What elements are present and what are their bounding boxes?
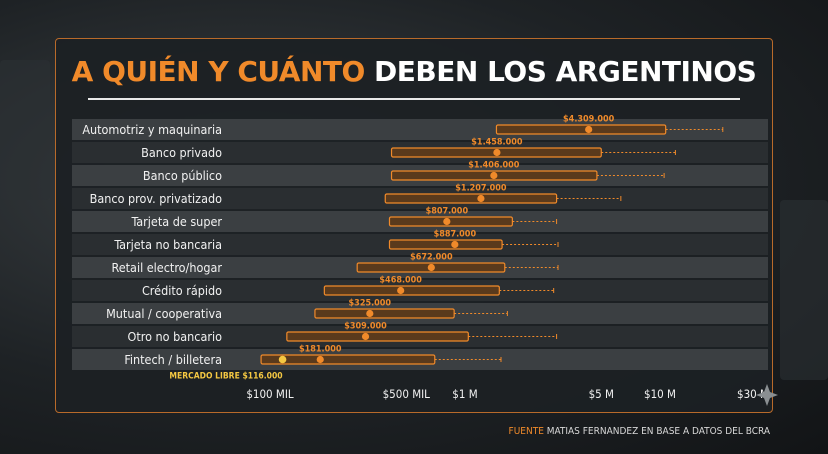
value-dot [493, 148, 501, 157]
category-label: Otro no bancario [128, 329, 223, 344]
value-dot [366, 309, 374, 318]
value-dot [316, 355, 324, 364]
value-label: $887.000 [434, 230, 477, 240]
value-dot [477, 194, 485, 203]
category-label: Banco prov. privatizado [90, 191, 222, 206]
x-tick-label: $5 M [589, 387, 614, 401]
value-label: $468.000 [379, 276, 422, 286]
range-box [314, 308, 455, 319]
value-label: $181.000 [299, 345, 342, 355]
value-dot [585, 125, 593, 134]
category-label: Tarjeta no bancaria [113, 237, 222, 252]
highlight-dot [278, 355, 287, 364]
value-dot [451, 240, 459, 249]
range-box [384, 193, 558, 204]
value-label: $1.458.000 [471, 138, 523, 148]
category-label: Mutual / cooperativa [106, 306, 222, 321]
value-label: $325.000 [349, 299, 392, 309]
value-label: $807.000 [426, 207, 469, 217]
category-label: Fintech / billetera [124, 352, 222, 367]
title-main: DEBEN LOS ARGENTINOS [374, 55, 757, 88]
range-box [286, 331, 469, 342]
category-label: Banco privado [141, 145, 222, 160]
value-dot [361, 332, 370, 341]
value-dot [490, 171, 498, 180]
value-label: $4.309.000 [563, 115, 615, 125]
category-label: Banco público [143, 168, 222, 183]
value-dot [443, 217, 451, 226]
range-box [388, 239, 503, 250]
x-tick-label: $500 MIL [383, 387, 431, 401]
x-tick-label: $10 M [644, 387, 676, 401]
x-tick-label: $1 M [452, 387, 477, 401]
range-box [388, 216, 513, 227]
range-box [495, 124, 667, 135]
title-highlight: A QUIÉN Y CUÁNTO [71, 55, 366, 88]
value-label: $309.000 [344, 322, 387, 332]
title-underline [88, 98, 740, 100]
x-tick-label: $30 M [737, 387, 769, 401]
row-band [72, 119, 768, 140]
source-label: FUENTE [508, 426, 544, 437]
category-label: Crédito rápido [142, 283, 222, 298]
value-label: $1.406.000 [468, 161, 520, 171]
category-label: Automotriz y maquinaria [82, 122, 222, 137]
category-label: Retail electro/hogar [111, 260, 222, 275]
source-note: FUENTE MATIAS FERNANDEZ EN BASE A DATOS … [509, 426, 770, 437]
range-box [323, 285, 500, 296]
value-dot [427, 263, 435, 272]
value-label: $672.000 [410, 253, 453, 263]
highlight-label: MERCADO LIBRE $116.000 [169, 372, 282, 382]
background-decoration [780, 200, 828, 380]
value-dot [397, 286, 405, 295]
source-text: MATIAS FERNANDEZ EN BASE A DATOS DEL BCR… [546, 426, 770, 437]
category-label: Tarjeta de super [130, 214, 222, 229]
range-box [260, 354, 436, 365]
x-tick-label: $100 MIL [246, 387, 294, 401]
sparkle-icon [756, 384, 778, 406]
background-decoration [0, 60, 50, 200]
value-label: $1.207.000 [455, 184, 507, 194]
chart-title: A QUIÉN Y CUÁNTO DEBEN LOS ARGENTINOS [0, 55, 828, 88]
